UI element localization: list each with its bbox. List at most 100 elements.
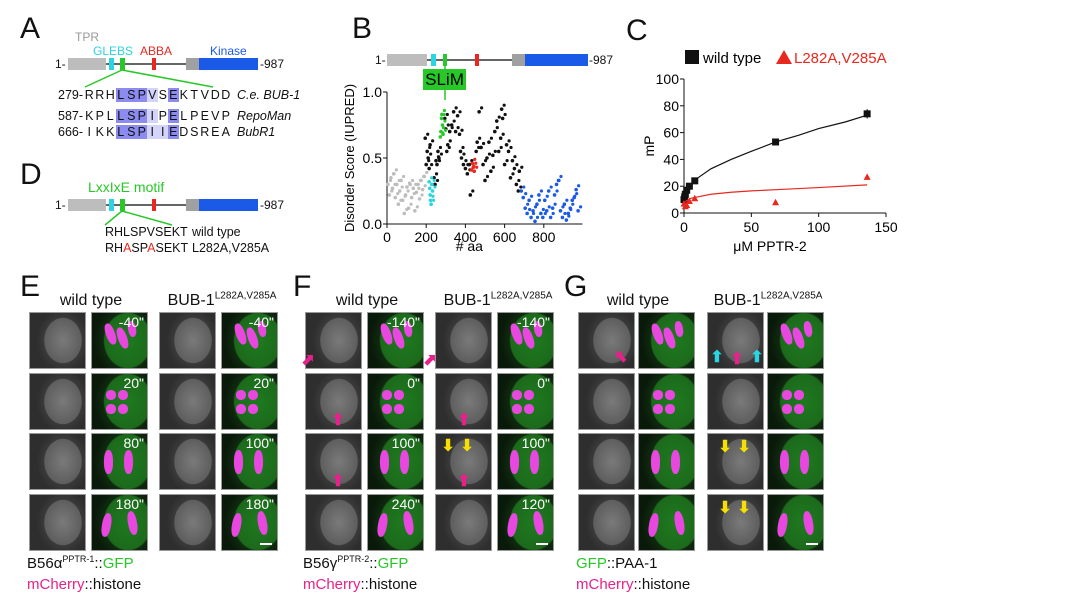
data-point [479, 145, 483, 150]
sequence-label: L282A,V285A [192, 241, 270, 255]
data-point [399, 178, 403, 183]
caption-part: GFP [377, 555, 409, 572]
data-point [508, 176, 513, 180]
data-point [397, 189, 402, 193]
mutated-residue: A [123, 241, 132, 255]
arrow-icon: ⬆ [331, 473, 345, 490]
residue: V [147, 88, 158, 102]
data-point [567, 214, 571, 218]
scale-bar [536, 543, 548, 545]
chromosome-blob [125, 510, 140, 536]
chromosome-blob [380, 450, 389, 474]
data-point [572, 195, 576, 200]
data-point [473, 157, 477, 161]
data-point [510, 158, 515, 163]
gfp-channel-tile [305, 312, 362, 369]
domain [475, 54, 479, 66]
data-point [527, 198, 531, 203]
data-point [553, 202, 557, 206]
data-point [772, 198, 780, 206]
data-point [463, 166, 468, 171]
data-point [543, 211, 547, 216]
data-point [520, 165, 524, 169]
data-point [423, 136, 428, 140]
arrow-icon: ⬆ [730, 351, 744, 368]
data-point [565, 198, 569, 202]
domain [431, 54, 436, 66]
residue: S [126, 88, 137, 102]
caption-part: :: [369, 555, 378, 572]
residue: V [211, 109, 220, 123]
data-point [460, 128, 464, 132]
time-label: -40" [248, 314, 274, 330]
data-point [483, 178, 487, 183]
data-point [568, 206, 573, 210]
data-point [506, 149, 511, 154]
time-label: -140" [517, 314, 550, 330]
merge-channel-tile: 0" [367, 373, 424, 430]
gfp-channel-tile [29, 494, 86, 551]
chromosome-blob [248, 404, 258, 414]
data-point [423, 184, 427, 188]
caption-part: ::histone [84, 576, 142, 593]
data-point [559, 174, 563, 179]
data-point [516, 189, 521, 193]
data-point [474, 161, 478, 165]
data-point [440, 123, 445, 127]
data-point [493, 149, 497, 153]
data-point [429, 182, 434, 187]
arrow-icon: ⬆ [460, 435, 474, 452]
data-point [498, 136, 503, 140]
data-point [457, 132, 462, 137]
merge-channel-tile [638, 433, 695, 490]
residue: V [200, 88, 209, 102]
data-point [474, 149, 478, 154]
residue: R [200, 125, 210, 139]
data-point [549, 185, 553, 189]
data-point [537, 193, 541, 197]
data-point [388, 178, 393, 183]
data-point [515, 163, 519, 167]
x-tick-label: 0 [383, 229, 391, 245]
data-point [413, 209, 417, 213]
caption-part: GFP [576, 555, 607, 572]
data-point [417, 186, 421, 190]
data-point [523, 206, 527, 210]
data-point [456, 126, 460, 130]
alignment-row: 279- R R H L S P V S E K T V D D [58, 88, 231, 102]
chromosome-blob [646, 512, 661, 538]
data-point [539, 211, 543, 216]
data-point [550, 206, 555, 210]
mutant-superscript: L282A,V285A [490, 290, 553, 302]
data-point [422, 174, 427, 179]
end-label: -987 [260, 198, 285, 212]
arrow-icon: ⬆ [750, 349, 764, 366]
residue: D [210, 88, 220, 102]
data-point [561, 205, 565, 209]
domain-bar [387, 54, 588, 66]
residue: A [221, 125, 230, 139]
caption-part: B56γ [303, 555, 338, 572]
data-point [428, 198, 433, 203]
time-label: 20" [123, 375, 144, 391]
x-tick-label: 50 [744, 219, 760, 235]
gfp-channel-tile [159, 373, 216, 430]
time-label: 100" [245, 435, 274, 451]
data-point [504, 143, 509, 147]
gfp-channel-tile [305, 494, 362, 551]
mutant-name: BUB-1 [713, 292, 761, 309]
data-point [489, 169, 493, 173]
time-label: 100" [391, 435, 420, 451]
fit-curve [683, 184, 868, 203]
data-point [533, 205, 538, 209]
chromosome-blob [531, 510, 546, 536]
merge-channel-tile: -40" [91, 312, 148, 369]
data-point [444, 149, 449, 154]
data-point [443, 116, 447, 121]
chromosome-blob [382, 404, 392, 414]
start-label: 1- [55, 198, 66, 212]
residue: P [136, 109, 147, 123]
residue-number: 666- [58, 125, 84, 139]
data-point [554, 182, 559, 187]
data-point [562, 202, 567, 206]
